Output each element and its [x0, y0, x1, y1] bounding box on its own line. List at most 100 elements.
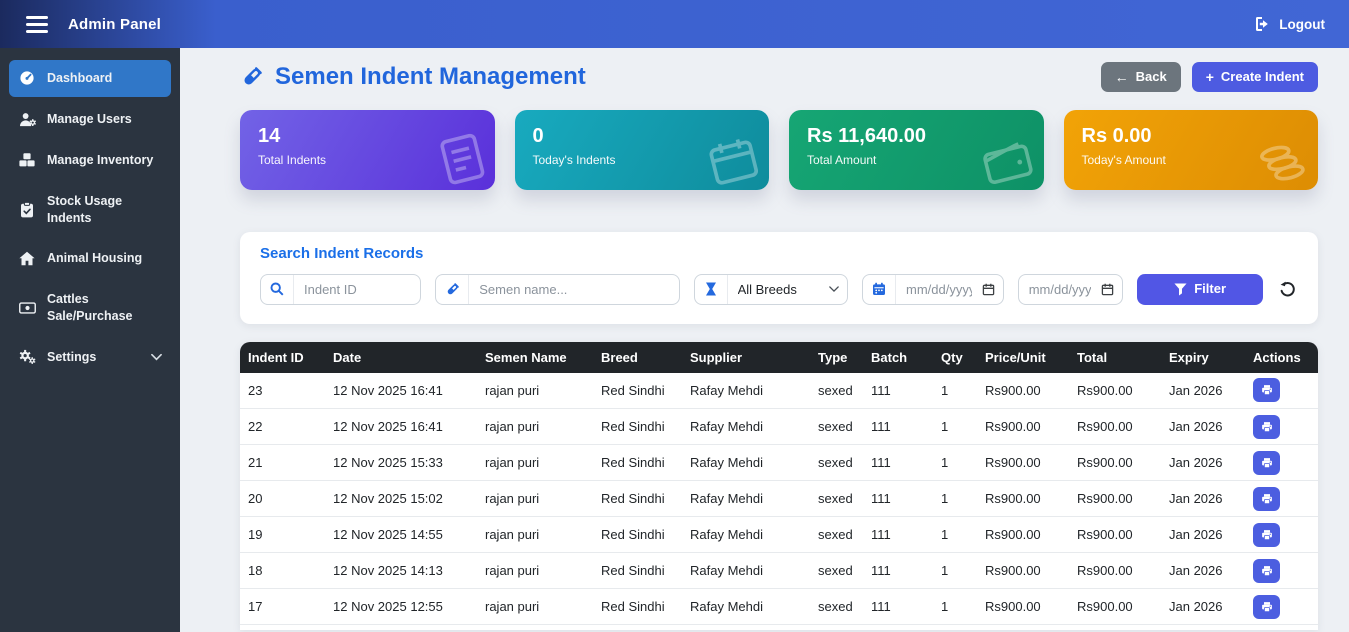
stat-value: 0 [532, 124, 544, 147]
cell-price-unit: Rs900.00 [977, 444, 1069, 482]
stat-label: Today's Indents [532, 152, 616, 167]
cell-total: Rs900.00 [1069, 552, 1161, 590]
stat-value: Rs 0.00 [1081, 124, 1152, 147]
column-header: Type [810, 341, 863, 373]
main-content: Semen Indent Management ← Back + Create … [180, 48, 1349, 632]
cell-indent-id: 22 [240, 408, 325, 446]
cell-breed: Red Sindhi [593, 588, 682, 626]
top-navbar: Admin Panel Logout [0, 0, 1349, 48]
cell-indent-id: 19 [240, 516, 325, 554]
print-button[interactable] [1253, 486, 1280, 511]
back-button[interactable]: ← Back [1100, 62, 1181, 92]
filter-button[interactable]: Filter [1137, 273, 1263, 305]
sidebar-item-settings[interactable]: Settings [9, 339, 171, 376]
sidebar-item-label: Animal Housing [47, 251, 143, 266]
print-button[interactable] [1253, 558, 1280, 583]
cell-batch: 111 [863, 552, 933, 590]
header-actions: ← Back + Create Indent [1100, 62, 1318, 92]
cell-expiry: Jan 2026 [1161, 552, 1245, 590]
cell-actions [1245, 480, 1318, 518]
sidebar-item-manage-users[interactable]: Manage Users [9, 101, 171, 138]
cell-semen-name: rajan puri [477, 408, 593, 446]
column-header: Supplier [682, 341, 810, 373]
filters-row: All Breeds [260, 273, 1298, 305]
indent-id-group [260, 273, 422, 305]
cell-date: 12 Nov 2025 15:33 [325, 444, 477, 482]
column-header: Total [1069, 341, 1161, 373]
create-indent-label: Create Indent [1220, 69, 1304, 84]
search-card: Search Indent Records [240, 231, 1318, 324]
wallet-icon [979, 135, 1037, 189]
stat-value: 14 [258, 124, 281, 147]
printer-icon [1261, 457, 1273, 469]
create-indent-button[interactable]: + Create Indent [1191, 62, 1318, 92]
chevron-down-icon [151, 353, 162, 361]
cell-total: Rs900.00 [1069, 516, 1161, 554]
cell-supplier: Rafay Mehdi [682, 588, 810, 626]
printer-icon [1261, 384, 1273, 396]
sidebar-item-animal-housing[interactable]: Animal Housing [9, 240, 171, 277]
page-title-wrap: Semen Indent Management [240, 63, 586, 91]
cell-price-unit: Rs900.00 [977, 516, 1069, 554]
stat-label: Today's Amount [1081, 152, 1166, 167]
cell-semen-name: rajan puri [477, 552, 593, 590]
print-button[interactable] [1253, 594, 1280, 619]
hourglass-icon [695, 274, 728, 304]
sidebar: Dashboard Manage Users Ma [0, 48, 180, 632]
cell-price-unit: Rs900.00 [977, 588, 1069, 626]
date-picker-icon[interactable] [1101, 283, 1114, 296]
gears-icon [18, 349, 36, 365]
cell-batch: 111 [863, 408, 933, 446]
date-from-input[interactable] [896, 281, 982, 297]
cell-qty: 1 [933, 372, 977, 410]
semen-name-input[interactable] [469, 281, 679, 297]
stat-card-todays-amount: Rs 0.00 Today's Amount [1063, 109, 1318, 190]
sidebar-item-cattles-sale-purchase[interactable]: Cattles Sale/Purchase [9, 281, 171, 335]
logout-button[interactable]: Logout [1254, 16, 1325, 32]
sidebar-item-manage-inventory[interactable]: Manage Inventory [9, 142, 171, 179]
table-card: Indent ID Date Semen Name Breed Supplier Type… [240, 341, 1318, 630]
cell-qty: 1 [933, 516, 977, 554]
funnel-icon [1174, 283, 1187, 296]
indent-id-input[interactable] [294, 281, 421, 297]
stat-label: Total Indents [258, 152, 327, 167]
sidebar-item-label: Manage Users [47, 111, 132, 126]
stat-card-total-amount: Rs 11,640.00 Total Amount [789, 109, 1044, 190]
cell-total: Rs900.00 [1069, 444, 1161, 482]
column-header: Actions [1245, 341, 1318, 373]
breed-select[interactable]: All Breeds [727, 274, 847, 304]
printer-icon [1261, 565, 1273, 577]
plus-icon: + [1205, 68, 1214, 85]
cell-supplier: Rafay Mehdi [682, 408, 810, 446]
cell-type: sexed [810, 516, 863, 554]
sidebar-item-label: Settings [47, 350, 97, 364]
column-header: Date [325, 341, 477, 373]
breed-filter-group: All Breeds [693, 273, 848, 305]
sidebar-item-dashboard[interactable]: Dashboard [9, 60, 171, 97]
cell-indent-id: 18 [240, 552, 325, 590]
cell-price-unit: Rs900.00 [977, 552, 1069, 590]
logout-icon [1254, 16, 1270, 32]
cell-date: 12 Nov 2025 15:02 [325, 480, 477, 518]
page-title: Semen Indent Management [275, 62, 586, 90]
table-row: 17 12 Nov 2025 12:55 rajan puri Red Sind… [240, 588, 1318, 626]
date-picker-icon[interactable] [982, 283, 995, 296]
print-button[interactable] [1253, 414, 1280, 439]
reset-filters-button[interactable] [1277, 279, 1298, 300]
cell-qty: 1 [933, 588, 977, 626]
sidebar-item-stock-usage-indents[interactable]: Stock Usage Indents [9, 183, 171, 237]
print-button[interactable] [1253, 450, 1280, 475]
print-button[interactable] [1253, 522, 1280, 547]
cell-qty: 1 [933, 444, 977, 482]
hamburger-menu-icon[interactable] [24, 12, 50, 37]
cell-date: 12 Nov 2025 14:13 [325, 552, 477, 590]
print-button[interactable] [1253, 378, 1280, 403]
date-to-input[interactable] [1018, 281, 1102, 297]
sidebar-item-label: Stock Usage Indents [47, 193, 123, 225]
cell-indent-id: 23 [240, 372, 325, 410]
cell-actions [1245, 552, 1318, 590]
cell-breed: Red Sindhi [593, 552, 682, 590]
cell-semen-name: rajan puri [477, 480, 593, 518]
cell-total: Rs900.00 [1069, 408, 1161, 446]
cell-date: 12 Nov 2025 12:55 [325, 588, 477, 626]
